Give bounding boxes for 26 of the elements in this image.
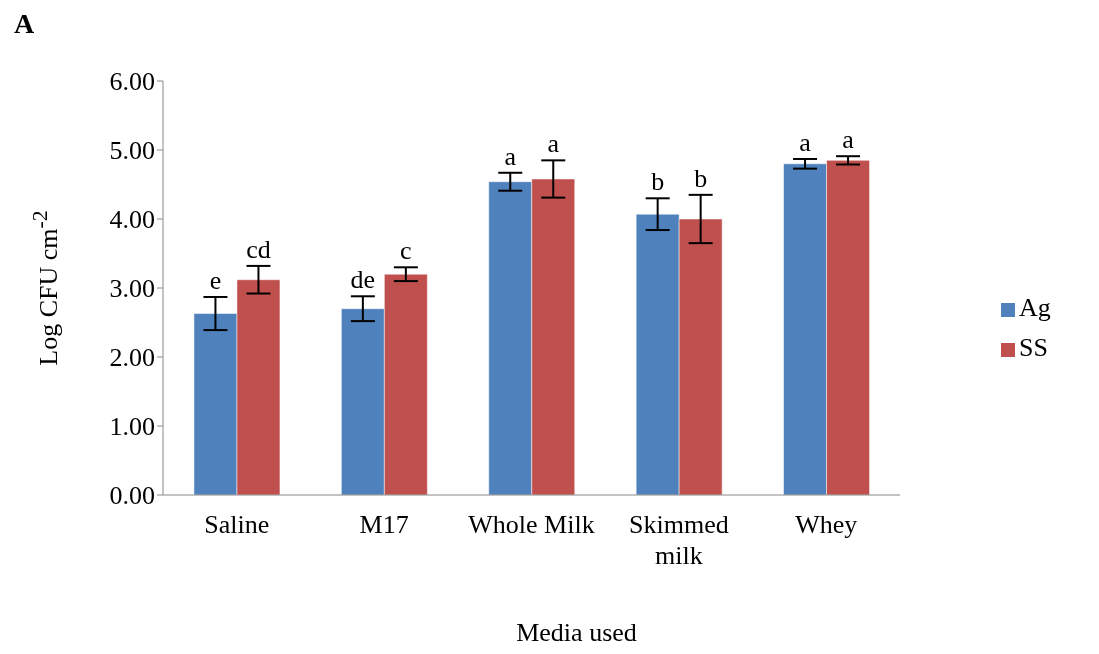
data-label: e xyxy=(209,265,222,295)
legend-label: SS xyxy=(1019,333,1048,362)
x-tick-label: M17 xyxy=(359,510,409,539)
data-label: cd xyxy=(246,234,271,264)
y-tick-label: 1.00 xyxy=(109,412,155,442)
x-tick-label: Whole Milk xyxy=(468,510,595,539)
y-tick-label: 4.00 xyxy=(109,205,155,235)
chart-title: A xyxy=(14,8,35,40)
y-tick-label: 2.00 xyxy=(109,343,155,373)
data-label: a xyxy=(799,127,812,157)
data-label: c xyxy=(400,236,412,266)
x-axis-title: Media used xyxy=(515,618,638,648)
y-tick-label: 5.00 xyxy=(109,136,155,166)
data-label: a xyxy=(547,129,560,159)
legend-label: Ag xyxy=(1019,293,1051,322)
y-tick-label: 3.00 xyxy=(109,274,155,304)
data-label: a xyxy=(504,141,517,171)
data-label: b xyxy=(651,167,665,197)
y-tick-label: 0.00 xyxy=(109,481,155,511)
x-tick-label: Whey xyxy=(795,510,858,539)
data-label: b xyxy=(694,163,708,193)
y-tick-label: 6.00 xyxy=(109,67,155,97)
x-tick-label: Skimmed milk xyxy=(629,510,729,570)
data-label: a xyxy=(842,125,855,155)
x-tick-label: Saline xyxy=(204,510,270,539)
data-label: de xyxy=(350,265,376,295)
